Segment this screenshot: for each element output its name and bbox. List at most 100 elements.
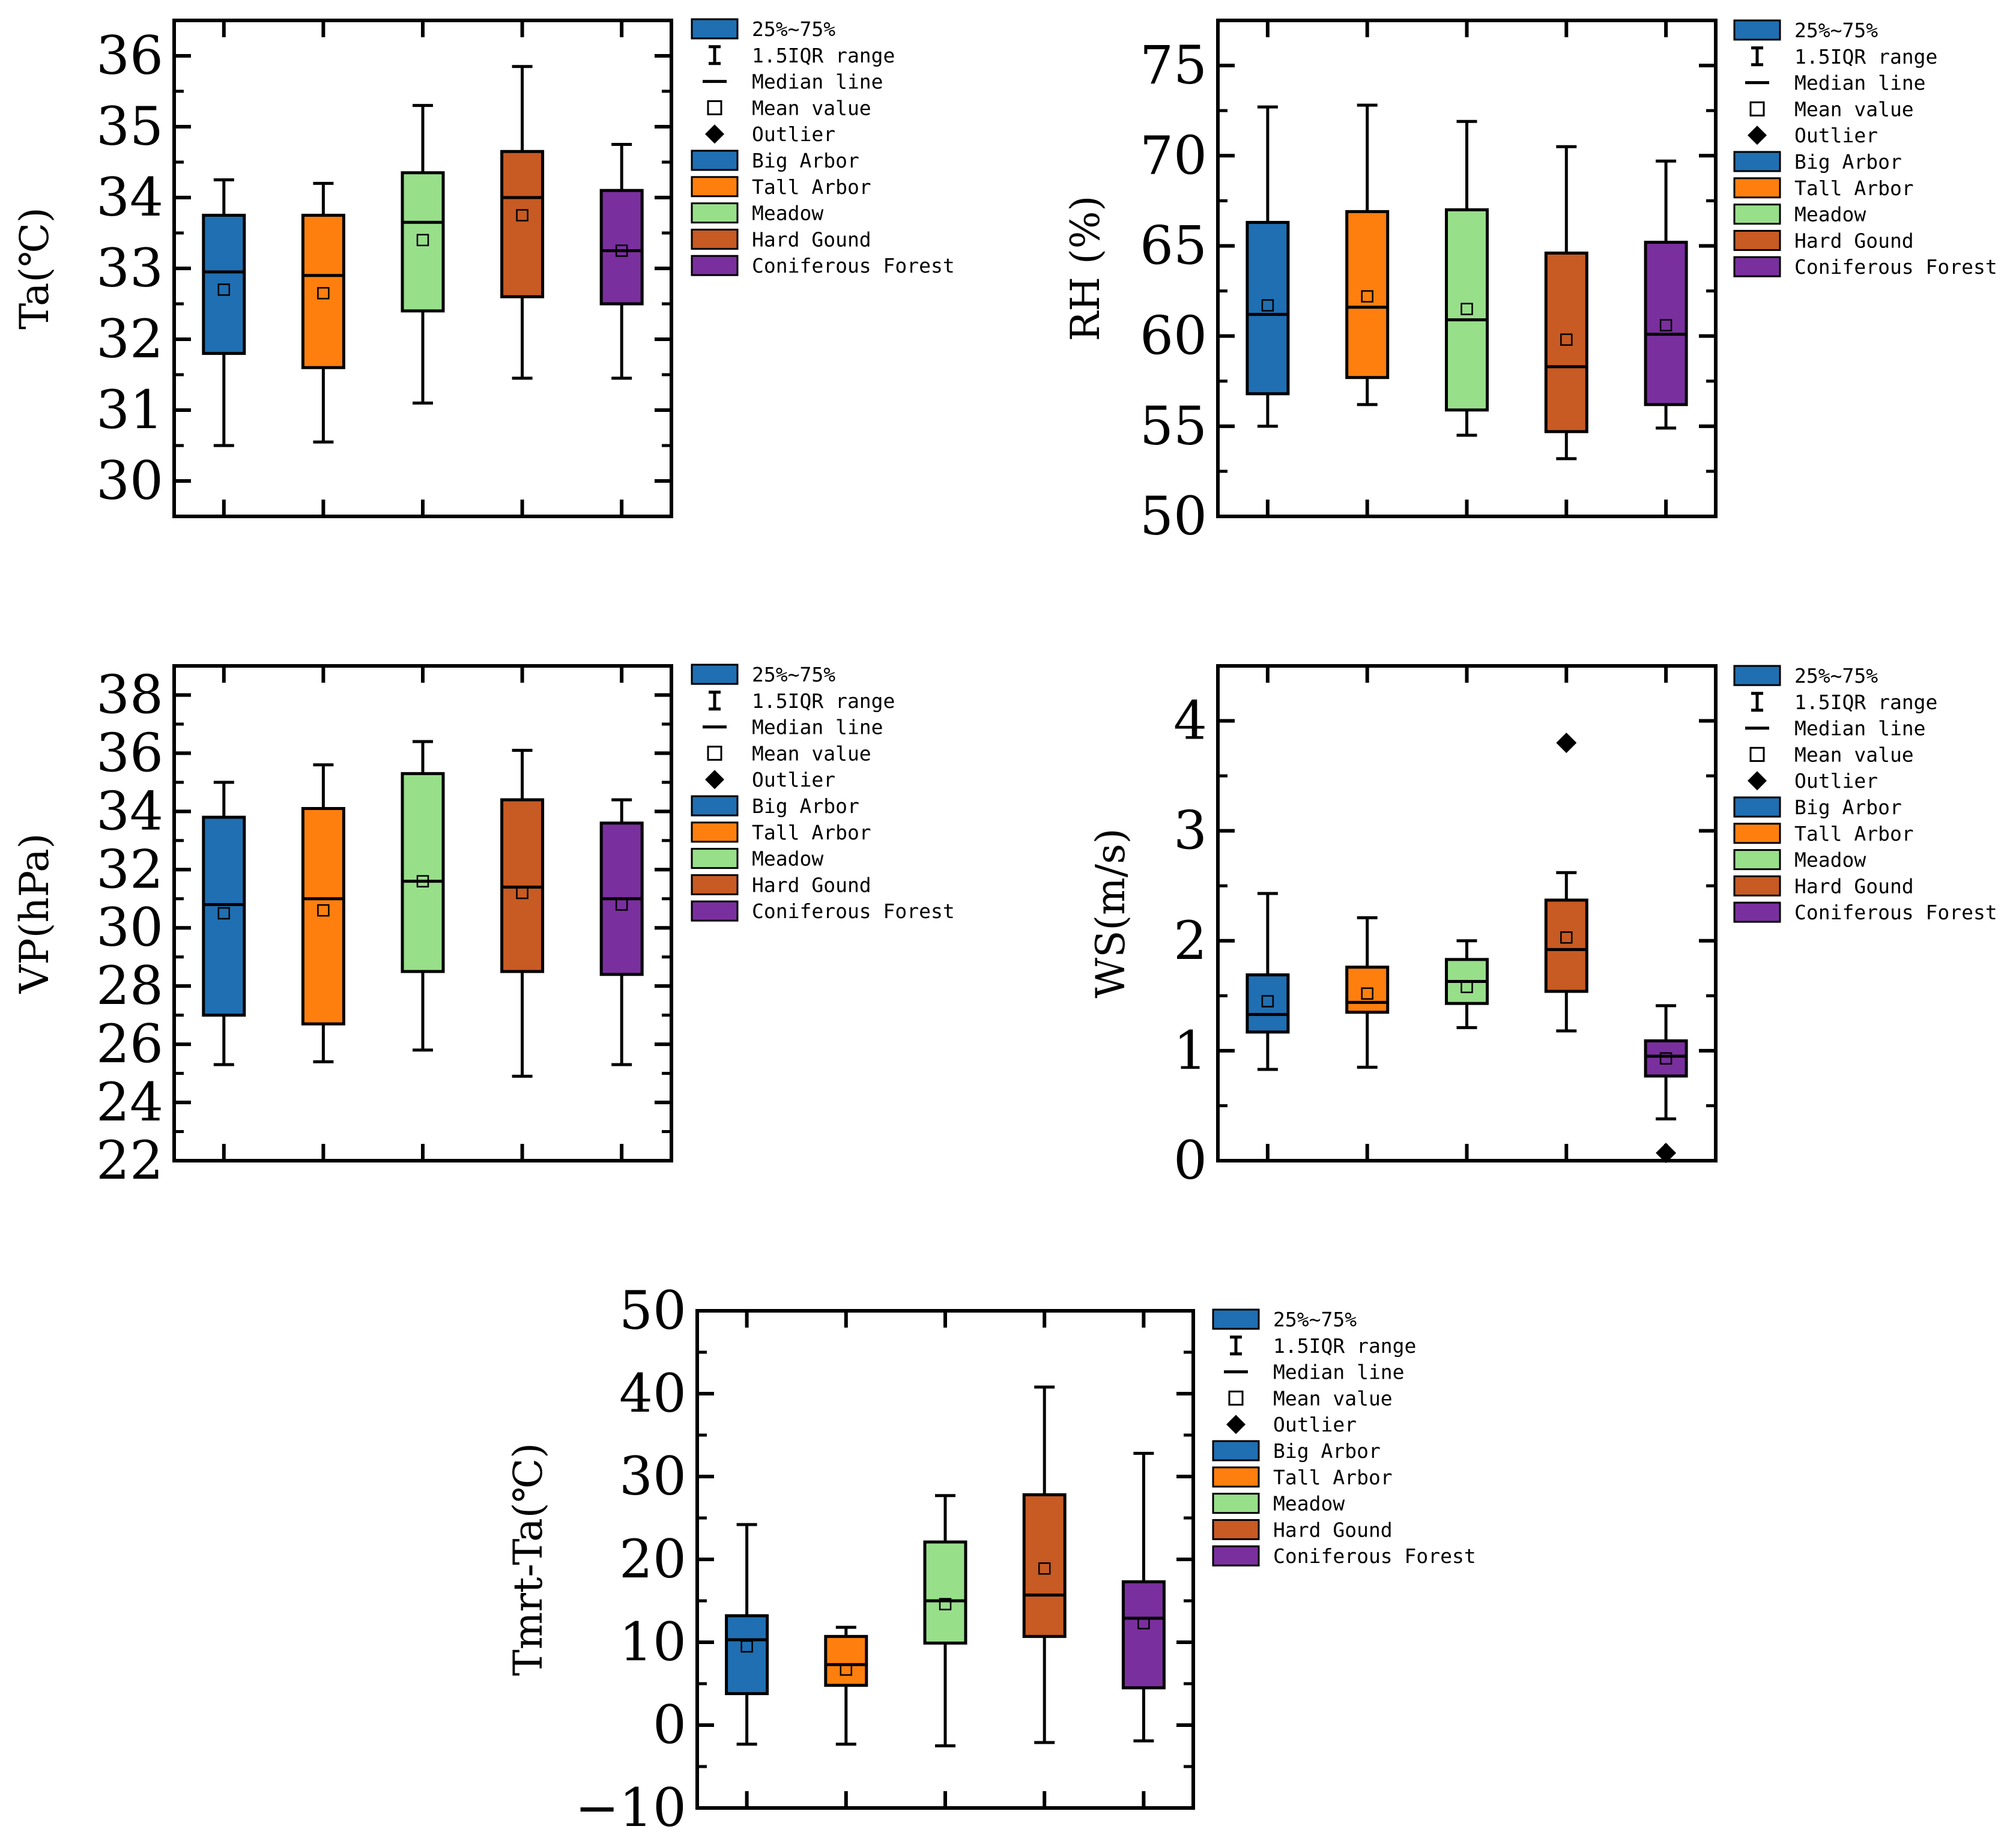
legend-label: Big Arbor: [1273, 1439, 1381, 1463]
mean-marker: [317, 904, 330, 917]
mean-marker: [217, 283, 231, 296]
legend-swatch: [1733, 177, 1781, 199]
box-hard-gound: [1022, 1385, 1067, 1744]
legend-label: Median line: [1794, 717, 1926, 740]
plot-frame: [1216, 664, 1718, 1162]
legend-label: Median line: [1273, 1361, 1405, 1384]
legend-label: Big Arbor: [1794, 796, 1902, 819]
box-meadow: [1445, 939, 1489, 1029]
iqr-box: [401, 772, 445, 973]
legend-swatch: [1733, 204, 1781, 225]
box-coniferous-forest: [1644, 1004, 1688, 1164]
legend-swatch: [691, 255, 739, 276]
legend-label: Mean value: [1794, 743, 1914, 766]
mean-marker: [1137, 1617, 1150, 1630]
iqr-box: [599, 189, 644, 306]
y-tick-label: 2: [1173, 910, 1207, 972]
legend-label: 25%~75%: [1794, 664, 1878, 688]
box-tall-arbor: [824, 1625, 868, 1746]
legend-swatch: [1212, 1545, 1260, 1567]
mean-marker: [1261, 299, 1274, 312]
mean-marker: [1560, 333, 1573, 346]
legend-outlier-icon: [705, 770, 724, 790]
legend-swatch: [1733, 229, 1781, 251]
legend-label: 1.5IQR range: [1794, 45, 1937, 68]
y-tick-label: 22: [96, 1129, 163, 1191]
box-tall-arbor: [301, 763, 345, 1063]
y-tick-label: 36: [96, 722, 163, 784]
legend-swatch: [1212, 1308, 1260, 1330]
legend-label: Coniferous Forest: [1794, 901, 1997, 924]
legend-swatch: [691, 176, 739, 198]
y-tick-label: 0: [1173, 1129, 1207, 1191]
legend-swatch: [691, 848, 739, 869]
mean-marker: [1461, 303, 1473, 315]
box-coniferous-forest: [1644, 159, 1688, 430]
box-meadow: [401, 740, 445, 1052]
y-tick-label: 36: [96, 25, 163, 86]
iqr-box: [301, 214, 345, 369]
y-tick-label: 55: [1140, 395, 1207, 457]
legend-label: Median line: [1794, 71, 1926, 95]
legend-label: Tall Arbor: [752, 821, 871, 844]
legend-label: Meadow: [1794, 203, 1866, 226]
legend-mean-icon: [707, 100, 722, 115]
y-tick-label: 24: [96, 1071, 163, 1133]
iqr-box: [1644, 240, 1688, 407]
legend: 25%~75% 1.5IQR range Median line Mean value…: [1733, 664, 1997, 924]
legend-label: Coniferous Forest: [1273, 1544, 1476, 1568]
legend-label: Coniferous Forest: [752, 899, 955, 923]
box-tall-arbor: [1345, 916, 1390, 1069]
mean-marker: [416, 234, 429, 247]
mean-marker: [1560, 931, 1573, 944]
legend-swatch: [691, 821, 739, 843]
box-hard-gound: [500, 65, 545, 380]
box-hard-gound: [500, 749, 545, 1078]
y-tick-label: 40: [619, 1362, 686, 1424]
legend-swatch: [1212, 1493, 1260, 1514]
mean-marker: [1659, 319, 1672, 331]
legend-label: Outlier: [1794, 124, 1878, 147]
y-tick-label: 50: [619, 1280, 686, 1341]
box-meadow: [1445, 119, 1489, 437]
y-tick-label: 33: [96, 237, 163, 299]
legend-label: Coniferous Forest: [1794, 255, 1997, 279]
y-tick-label: 30: [96, 896, 163, 958]
iqr-box: [1345, 210, 1390, 379]
iqr-box: [1345, 966, 1390, 1014]
iqr-box: [1022, 1493, 1067, 1638]
legend-label: 1.5IQR range: [1794, 691, 1937, 714]
legend-swatch: [1733, 849, 1781, 871]
legend-label: Mean value: [1273, 1386, 1393, 1410]
legend-label: Tall Arbor: [1794, 822, 1914, 845]
legend-label: Meadow: [752, 202, 823, 225]
iqr-box: [500, 150, 545, 298]
iqr-box: [1644, 1039, 1688, 1078]
legend-swatch: [1733, 823, 1781, 844]
legend-label: Outlier: [752, 768, 835, 791]
y-tick-label: 65: [1140, 214, 1207, 276]
legend-label: 1.5IQR range: [752, 44, 895, 67]
legend-outlier-icon: [1748, 771, 1767, 791]
box-coniferous-forest: [599, 143, 644, 380]
iqr-box: [1246, 973, 1290, 1034]
y-tick-label: 20: [619, 1528, 686, 1590]
mean-marker: [1461, 981, 1473, 993]
legend-label: Hard Gound: [1273, 1518, 1393, 1541]
panel-1: 30 31 32 33 34 35 36 Ta(℃) 25%~75% 1.5IQR range Me…: [11, 17, 955, 518]
iqr-box: [1121, 1580, 1166, 1690]
legend-label: Mean value: [1794, 97, 1914, 121]
outlier-marker: [1556, 733, 1577, 754]
mean-marker: [516, 886, 528, 899]
legend-swatch: [691, 874, 739, 895]
iqr-box: [202, 815, 246, 1017]
y-tick-label: 28: [96, 955, 163, 1017]
legend-label: Tall Arbor: [1794, 177, 1914, 200]
iqr-box: [824, 1634, 868, 1687]
y-tick-label: 26: [96, 1013, 163, 1075]
y-tick-label: −10: [575, 1777, 686, 1839]
